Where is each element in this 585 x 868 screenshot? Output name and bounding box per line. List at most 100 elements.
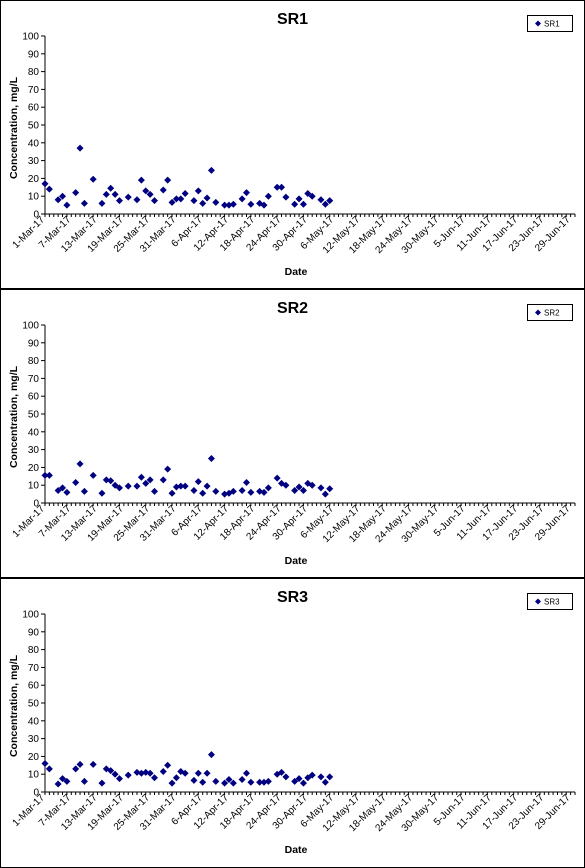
data-point — [299, 200, 307, 208]
data-point — [326, 485, 334, 493]
data-point — [172, 195, 180, 203]
legend-marker — [535, 20, 541, 27]
data-point — [225, 776, 233, 784]
panel-frame — [0, 0, 585, 289]
data-point — [260, 488, 268, 496]
data-point — [80, 777, 88, 785]
y-tick-label: 70 — [28, 663, 40, 674]
data-point — [159, 186, 167, 194]
data-point — [80, 487, 88, 495]
data-point — [199, 199, 207, 207]
data-point — [247, 200, 255, 208]
x-axis-title: Date — [285, 844, 308, 856]
data-point — [207, 751, 215, 759]
y-tick-label: 50 — [28, 121, 40, 132]
data-point — [278, 183, 286, 191]
data-point — [146, 769, 154, 777]
data-point — [142, 479, 150, 487]
data-point — [151, 774, 159, 782]
y-tick-label: 90 — [28, 49, 40, 60]
data-point — [326, 197, 334, 205]
data-point — [80, 199, 88, 207]
data-point — [282, 773, 290, 781]
y-tick-label: 50 — [28, 699, 40, 710]
data-point — [164, 465, 172, 473]
y-tick-label: 20 — [28, 174, 40, 185]
chart-title: SR3 — [277, 589, 308, 606]
legend-label: SR3 — [544, 598, 560, 607]
chart-panel-3: SR301020304050607080901001-Mar-177-Mar-1… — [0, 578, 585, 868]
data-point — [308, 192, 316, 200]
data-point — [304, 190, 312, 198]
y-axis-title: Concentration, mg/L — [8, 76, 20, 179]
data-point — [291, 487, 299, 495]
data-point — [256, 778, 264, 786]
data-point — [102, 190, 110, 198]
data-point — [304, 774, 312, 782]
data-point — [260, 201, 268, 209]
data-point — [203, 194, 211, 202]
data-point — [181, 769, 189, 777]
panel-frame — [0, 289, 585, 578]
data-point — [41, 760, 49, 768]
data-point — [168, 489, 176, 497]
chart-title: SR1 — [277, 11, 308, 28]
data-point — [115, 775, 123, 783]
data-point — [72, 189, 80, 197]
y-tick-label: 40 — [28, 138, 40, 149]
x-axis-title: Date — [285, 266, 308, 278]
data-point — [89, 175, 97, 183]
data-point — [321, 778, 329, 786]
data-point — [242, 769, 250, 777]
data-point — [146, 190, 154, 198]
y-tick-label: 30 — [28, 445, 40, 456]
data-point — [317, 484, 325, 492]
data-point — [72, 479, 80, 487]
data-point — [41, 471, 49, 479]
y-tick-label: 80 — [28, 67, 40, 78]
y-tick-label: 100 — [22, 610, 39, 621]
legend-box — [527, 304, 573, 321]
legend-marker — [535, 309, 541, 316]
y-tick-label: 40 — [28, 716, 40, 727]
data-point — [124, 771, 132, 779]
data-point — [133, 482, 141, 490]
data-point — [321, 200, 329, 208]
data-point — [242, 189, 250, 197]
data-point — [273, 183, 281, 191]
y-tick-label: 60 — [28, 681, 40, 692]
y-tick-label: 80 — [28, 356, 40, 367]
data-point — [177, 482, 185, 490]
y-tick-label: 20 — [28, 463, 40, 474]
data-point — [45, 185, 53, 193]
data-point — [98, 489, 106, 497]
data-point — [59, 775, 67, 783]
data-point — [326, 773, 334, 781]
legend-label: SR1 — [544, 20, 560, 29]
chart-panel-2: SR201020304050607080901001-Mar-177-Mar-1… — [0, 289, 585, 578]
legend-label: SR2 — [544, 309, 560, 318]
data-point — [212, 198, 220, 206]
data-point — [76, 760, 84, 768]
data-point — [212, 777, 220, 785]
data-point — [221, 779, 229, 787]
data-point — [229, 779, 237, 787]
y-tick-label: 70 — [28, 374, 40, 385]
y-tick-label: 10 — [28, 481, 40, 492]
data-point — [63, 201, 71, 209]
data-point — [181, 482, 189, 490]
y-tick-label: 30 — [28, 734, 40, 745]
data-point — [190, 487, 198, 495]
data-point — [308, 481, 316, 489]
data-point — [295, 775, 303, 783]
data-point — [199, 489, 207, 497]
data-point — [137, 176, 145, 184]
data-point — [203, 769, 211, 777]
y-tick-label: 50 — [28, 410, 40, 421]
data-point — [115, 484, 123, 492]
data-point — [238, 195, 246, 203]
y-tick-label: 0 — [33, 788, 39, 799]
data-point — [164, 761, 172, 769]
data-point — [229, 200, 237, 208]
data-point — [194, 478, 202, 486]
